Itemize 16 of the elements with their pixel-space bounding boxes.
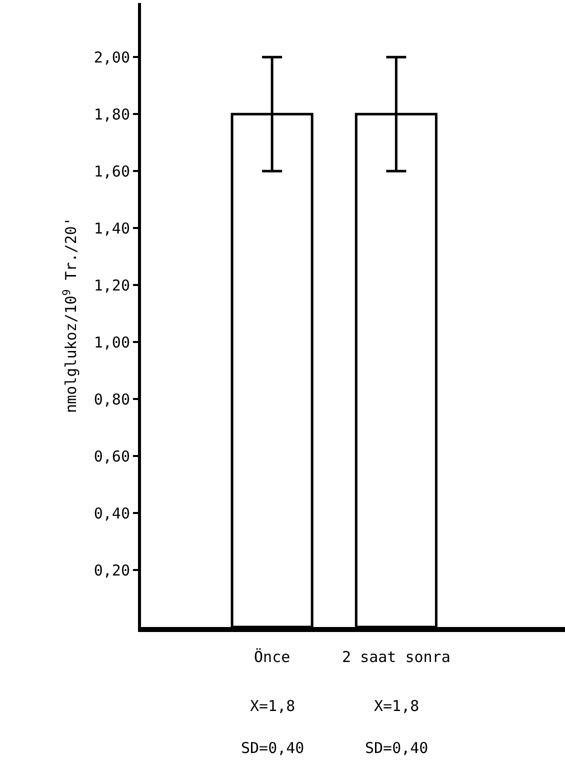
y-tick-label: 0,80 [94,390,130,408]
y-tick-label: 1,20 [94,276,130,294]
y-tick-label: 2,00 [94,48,130,66]
y-tick-label: 0,40 [94,504,130,522]
text: SD=0,40 [241,739,304,757]
x-tick-label: 2 saat sonra [342,648,450,666]
y-tick-label: 1,40 [94,219,130,238]
y-tick-label: 1,60 [94,162,130,180]
y-tick-label: 0,60 [94,447,130,466]
y-tick-label: 1,00 [94,333,130,352]
y-tick-label: 1,80 [94,105,130,124]
text: X=1,8 [374,697,420,715]
x-tick-label: Önce [254,648,290,666]
y-tick-label: 0,20 [94,561,130,580]
text: SD=0,40 [365,739,428,757]
text: X=1,8 [250,697,296,715]
